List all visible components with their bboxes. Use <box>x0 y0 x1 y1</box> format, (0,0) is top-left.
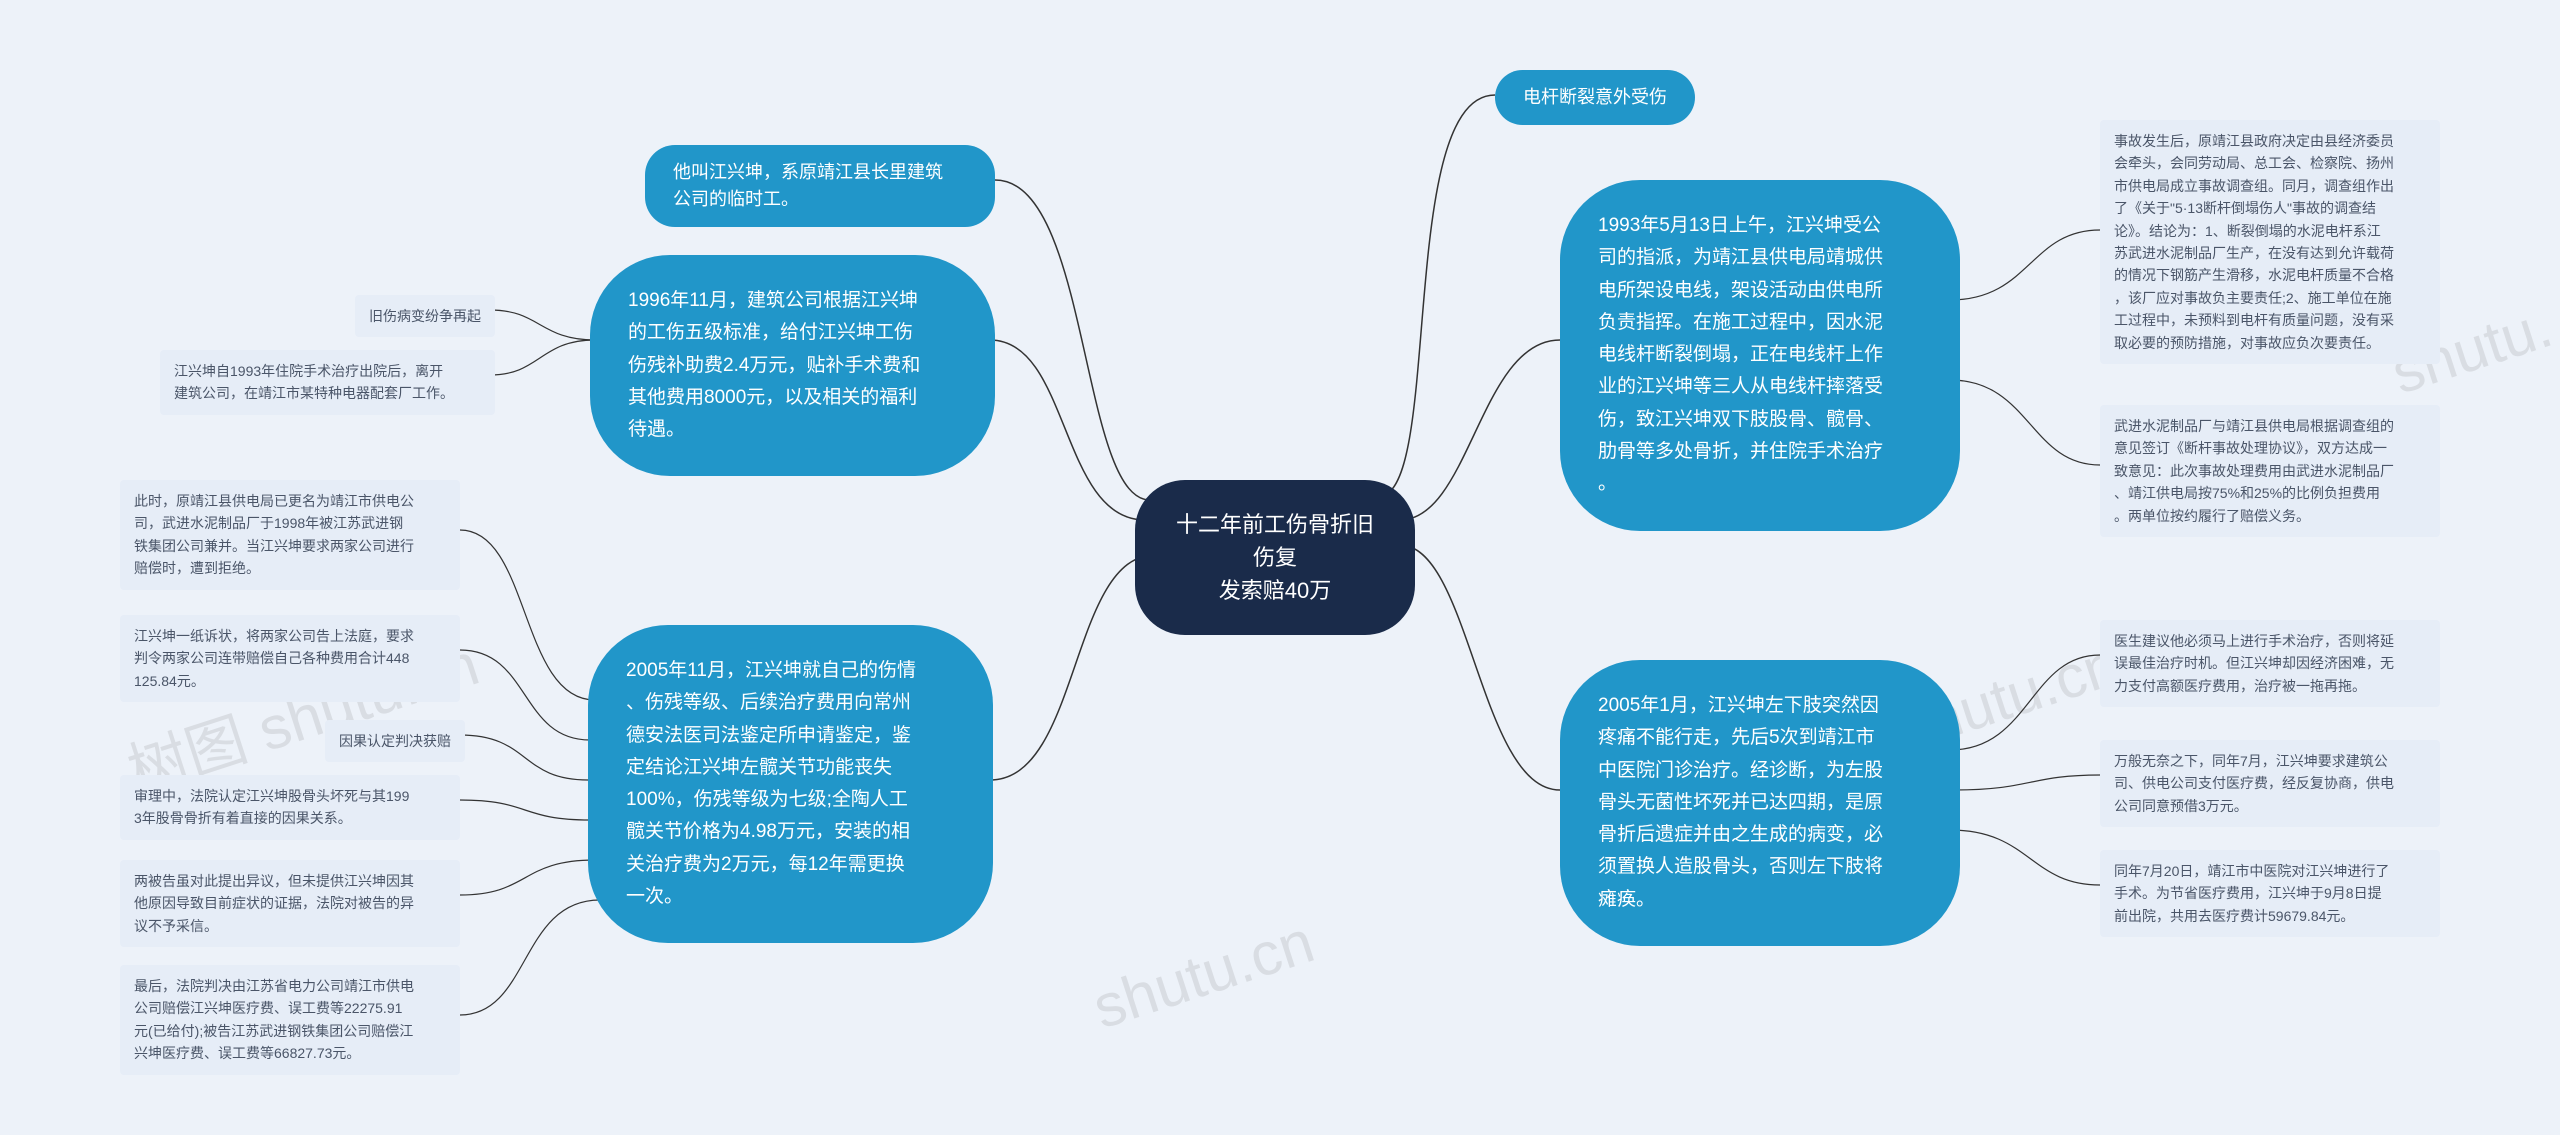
leaf-right-1-0: 事故发生后，原靖江县政府决定由县经济委员 会牵头，会同劳动局、总工会、检察院、扬… <box>2100 120 2440 364</box>
leaf-text: 医生建议他必须马上进行手术治疗，否则将延 误最佳治疗时机。但江兴坤却因经济困难，… <box>2114 633 2394 694</box>
leaf-text: 旧伤病变纷争再起 <box>369 308 481 324</box>
leaf-text: 因果认定判决获赔 <box>339 733 451 749</box>
leaf-left-2-0: 旧伤病变纷争再起 <box>355 295 495 337</box>
leaf-right-2-2: 同年7月20日，靖江市中医院对江兴坤进行了 手术。为节省医疗费用，江兴坤于9月8… <box>2100 850 2440 937</box>
leaf-text: 最后，法院判决由江苏省电力公司靖江市供电 公司赔偿江兴坤医疗费、误工费等2227… <box>134 978 414 1061</box>
node-text: 1996年11月，建筑公司根据江兴坤 的工伤五级标准，给付江兴坤工伤 伤残补助费… <box>628 290 920 440</box>
node-text: 电杆断裂意外受伤 <box>1523 87 1667 107</box>
branch-left-2[interactable]: 1996年11月，建筑公司根据江兴坤 的工伤五级标准，给付江兴坤工伤 伤残补助费… <box>590 255 995 476</box>
watermark: shutu.cn <box>1085 907 1322 1043</box>
leaf-right-2-0: 医生建议他必须马上进行手术治疗，否则将延 误最佳治疗时机。但江兴坤却因经济困难，… <box>2100 620 2440 707</box>
branch-left-3[interactable]: 2005年11月，江兴坤就自己的伤情 、伤残等级、后续治疗费用向常州 德安法医司… <box>588 625 993 943</box>
leaf-left-3-3: 审理中，法院认定江兴坤股骨头坏死与其199 3年股骨骨折有着直接的因果关系。 <box>120 775 460 840</box>
leaf-text: 两被告虽对此提出异议，但未提供江兴坤因其 他原因导致目前症状的证据，法院对被告的… <box>134 873 414 934</box>
leaf-text: 同年7月20日，靖江市中医院对江兴坤进行了 手术。为节省医疗费用，江兴坤于9月8… <box>2114 863 2389 924</box>
node-text: 2005年11月，江兴坤就自己的伤情 、伤残等级、后续治疗费用向常州 德安法医司… <box>626 660 916 907</box>
leaf-text: 江兴坤一纸诉状，将两家公司告上法庭，要求 判令两家公司连带赔偿自己各种费用合计4… <box>134 628 414 689</box>
branch-top-right-small[interactable]: 电杆断裂意外受伤 <box>1495 70 1695 125</box>
branch-right-1[interactable]: 1993年5月13日上午，江兴坤受公 司的指派，为靖江县供电局靖城供 电所架设电… <box>1560 180 1960 531</box>
leaf-text: 武进水泥制品厂与靖江县供电局根据调查组的 意见签订《断杆事故处理协议》，双方达成… <box>2114 418 2394 524</box>
leaf-text: 此时，原靖江县供电局已更名为靖江市供电公 司，武进水泥制品厂于1998年被江苏武… <box>134 493 414 576</box>
leaf-right-2-1: 万般无奈之下，同年7月，江兴坤要求建筑公 司、供电公司支付医疗费，经反复协商，供… <box>2100 740 2440 827</box>
leaf-right-1-1: 武进水泥制品厂与靖江县供电局根据调查组的 意见签订《断杆事故处理协议》，双方达成… <box>2100 405 2440 537</box>
node-text: 他叫江兴坤，系原靖江县长里建筑 公司的临时工。 <box>673 162 943 209</box>
leaf-text: 江兴坤自1993年住院手术治疗出院后，离开 建筑公司，在靖江市某特种电器配套厂工… <box>174 363 454 401</box>
leaf-left-2-1: 江兴坤自1993年住院手术治疗出院后，离开 建筑公司，在靖江市某特种电器配套厂工… <box>160 350 495 415</box>
leaf-text: 万般无奈之下，同年7月，江兴坤要求建筑公 司、供电公司支付医疗费，经反复协商，供… <box>2114 753 2394 814</box>
node-text: 2005年1月，江兴坤左下肢突然因 疼痛不能行走，先后5次到靖江市 中医院门诊治… <box>1598 695 1883 910</box>
leaf-left-3-2: 因果认定判决获赔 <box>325 720 465 762</box>
leaf-text: 审理中，法院认定江兴坤股骨头坏死与其199 3年股骨骨折有着直接的因果关系。 <box>134 788 409 826</box>
center-text: 十二年前工伤骨折旧伤复 发索赔40万 <box>1176 512 1374 603</box>
branch-right-2[interactable]: 2005年1月，江兴坤左下肢突然因 疼痛不能行走，先后5次到靖江市 中医院门诊治… <box>1560 660 1960 946</box>
leaf-left-3-1: 江兴坤一纸诉状，将两家公司告上法庭，要求 判令两家公司连带赔偿自己各种费用合计4… <box>120 615 460 702</box>
leaf-left-3-0: 此时，原靖江县供电局已更名为靖江市供电公 司，武进水泥制品厂于1998年被江苏武… <box>120 480 460 590</box>
center-node[interactable]: 十二年前工伤骨折旧伤复 发索赔40万 <box>1135 480 1415 635</box>
branch-left-1-small[interactable]: 他叫江兴坤，系原靖江县长里建筑 公司的临时工。 <box>645 145 995 227</box>
leaf-left-3-4: 两被告虽对此提出异议，但未提供江兴坤因其 他原因导致目前症状的证据，法院对被告的… <box>120 860 460 947</box>
leaf-text: 事故发生后，原靖江县政府决定由县经济委员 会牵头，会同劳动局、总工会、检察院、扬… <box>2114 133 2394 351</box>
node-text: 1993年5月13日上午，江兴坤受公 司的指派，为靖江县供电局靖城供 电所架设电… <box>1598 215 1883 494</box>
leaf-left-3-5: 最后，法院判决由江苏省电力公司靖江市供电 公司赔偿江兴坤医疗费、误工费等2227… <box>120 965 460 1075</box>
